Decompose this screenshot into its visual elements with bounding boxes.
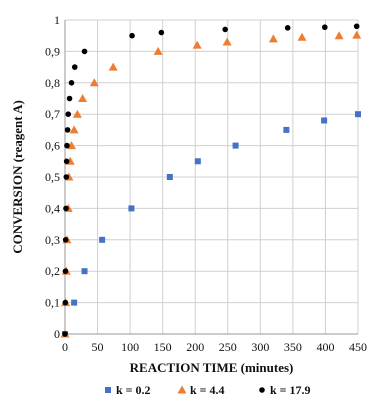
- x-tick-label: 0: [62, 340, 68, 354]
- legend: k = 0.2 k = 4.4 k = 17.9: [105, 383, 311, 397]
- y-tick-label: 0,1: [45, 296, 60, 310]
- data-point: [321, 117, 328, 124]
- data-point: [63, 158, 70, 165]
- data-point: [222, 26, 228, 33]
- data-point: [65, 111, 72, 117]
- data-point: [334, 31, 344, 40]
- data-point: [64, 127, 71, 133]
- data-point: [128, 205, 135, 212]
- data-point: [297, 32, 307, 41]
- x-tick-label: 200: [186, 340, 204, 354]
- data-point: [71, 64, 78, 70]
- y-tick-label: 0,9: [45, 44, 60, 58]
- data-point: [89, 78, 99, 87]
- y-tick-label: 0: [54, 327, 60, 341]
- grid-lines: [64, 19, 359, 335]
- data-point: [62, 268, 69, 275]
- data-point: [192, 40, 202, 49]
- legend-marker: [105, 387, 111, 393]
- data-point: [321, 24, 328, 31]
- data-point: [66, 95, 73, 102]
- y-tick-label: 1: [54, 13, 60, 27]
- x-tick-label: 100: [121, 340, 139, 354]
- data-point: [72, 109, 82, 118]
- data-point: [63, 174, 70, 180]
- data-point: [62, 237, 69, 243]
- data-point: [69, 125, 79, 134]
- y-tick-label: 0,3: [45, 233, 60, 247]
- x-axis-ticks: 0 50 100 150 200 250 300 350 400 450: [62, 340, 367, 354]
- x-tick-label: 150: [154, 340, 172, 354]
- x-tick-label: 50: [92, 340, 104, 354]
- y-tick-label: 0,4: [45, 201, 60, 215]
- data-point: [352, 30, 362, 39]
- data-point: [194, 158, 201, 165]
- data-point: [81, 48, 88, 55]
- y-tick-label: 0,6: [45, 139, 60, 153]
- data-point: [232, 142, 239, 149]
- data-point: [222, 37, 232, 46]
- x-tick-label: 300: [251, 340, 269, 354]
- y-tick-label: 0,7: [45, 107, 60, 121]
- data-point: [355, 111, 361, 118]
- data-point: [68, 80, 75, 86]
- data-point: [268, 34, 278, 43]
- legend-label: k = 4.4: [190, 383, 225, 397]
- y-tick-label: 0,8: [45, 76, 60, 90]
- data-point: [284, 25, 291, 31]
- data-point: [64, 142, 70, 149]
- data-points: [60, 23, 362, 338]
- data-point: [78, 94, 88, 102]
- legend-label: k = 17.9: [270, 383, 311, 397]
- series-1: [62, 111, 361, 337]
- data-point: [99, 236, 106, 243]
- data-point: [62, 331, 68, 337]
- x-tick-label: 450: [349, 340, 367, 354]
- data-point: [108, 62, 118, 71]
- y-axis-ticks: 0 0,1 0,2 0,3 0,4 0,5 0,6 0,7 0,8 0,9 1: [45, 13, 60, 341]
- data-point: [71, 299, 78, 306]
- data-point: [153, 46, 163, 55]
- y-tick-label: 0,2: [45, 264, 60, 278]
- y-tick-label: 0,5: [45, 170, 60, 184]
- x-tick-label: 350: [284, 340, 302, 354]
- data-point: [62, 299, 69, 306]
- x-tick-label: 400: [316, 340, 334, 354]
- legend-marker: [259, 387, 265, 393]
- data-point: [353, 23, 360, 30]
- x-axis-title: REACTION TIME (minutes): [130, 360, 294, 375]
- data-point: [81, 268, 88, 275]
- legend-marker: [177, 385, 187, 394]
- data-point: [166, 174, 173, 180]
- legend-label: k = 0.2: [116, 383, 151, 397]
- data-point: [129, 32, 135, 39]
- series-3: [62, 23, 360, 337]
- data-point: [63, 205, 69, 212]
- x-tick-label: 250: [219, 340, 237, 354]
- series-2: [60, 30, 362, 338]
- y-axis-title: CONVERSION (reagent A): [10, 100, 25, 254]
- data-point: [283, 126, 290, 133]
- data-point: [158, 29, 165, 36]
